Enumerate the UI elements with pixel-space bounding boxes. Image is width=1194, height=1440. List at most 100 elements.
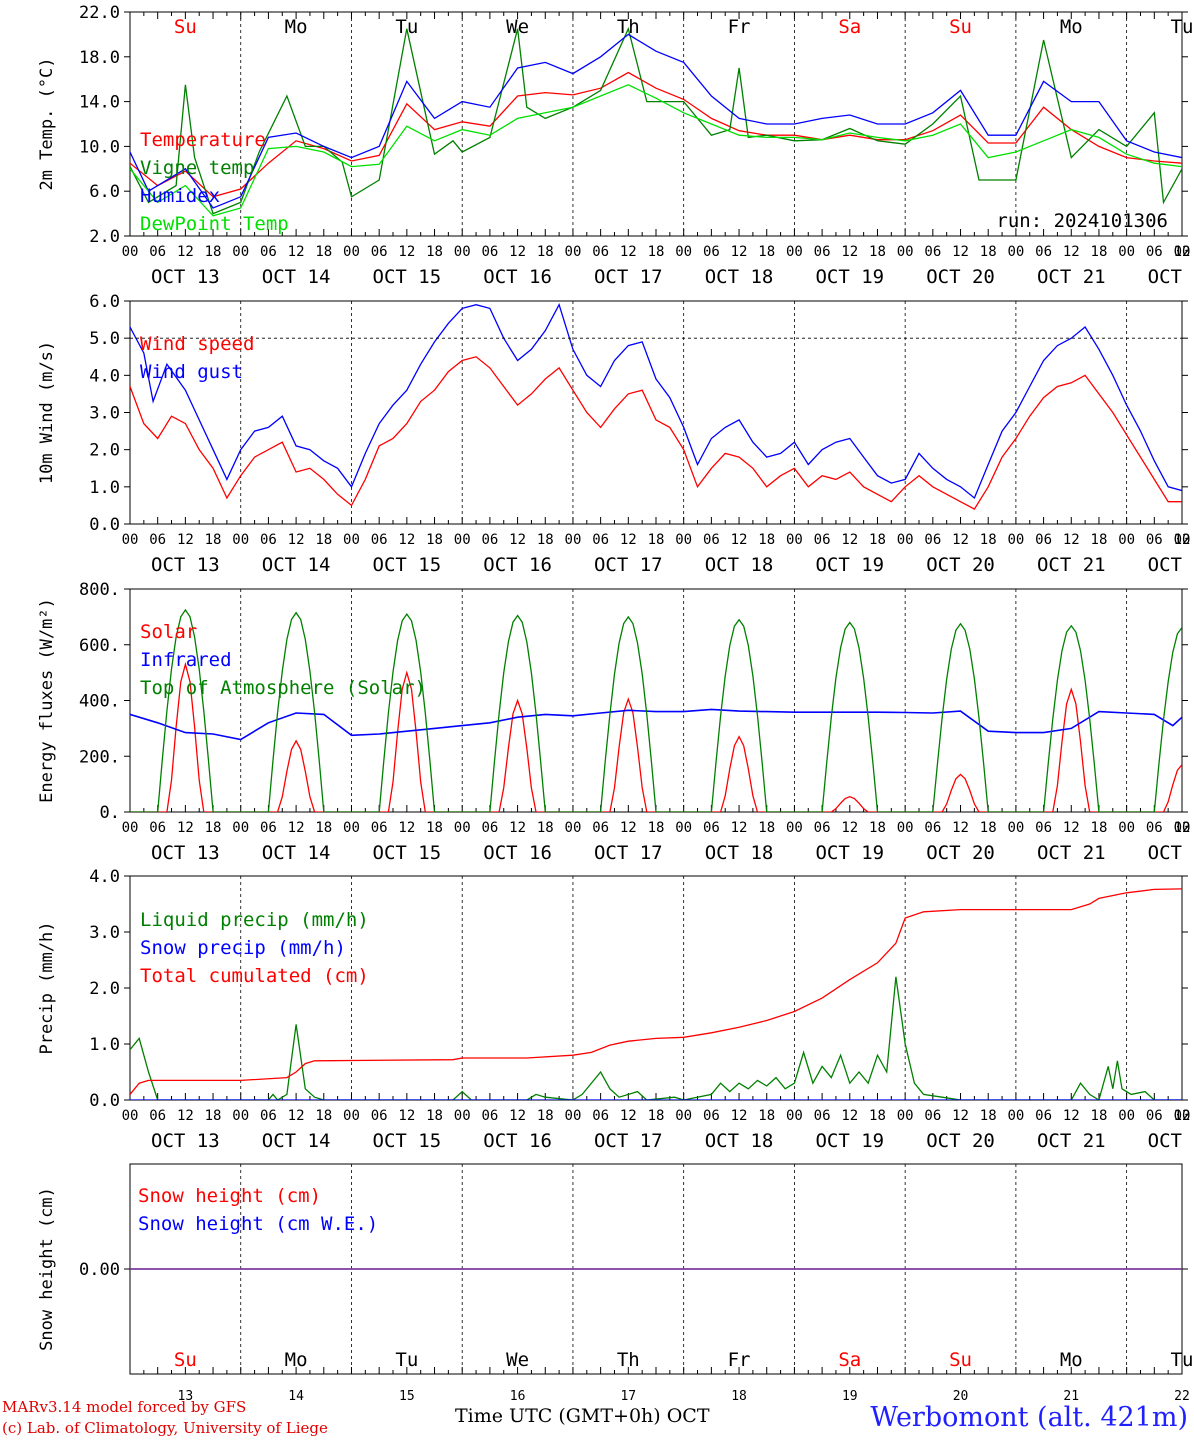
y-tick-label: 2.0	[89, 227, 120, 247]
y-tick-label: 4.0	[89, 867, 120, 887]
date-label: OCT 19	[815, 554, 884, 576]
legend-entry: Snow height (cm)	[138, 1185, 321, 1207]
hour-tick-label: 00	[565, 820, 582, 836]
hour-tick-label: 00	[675, 532, 692, 548]
hour-tick-label: 06	[481, 244, 498, 260]
hour-tick-label: 18	[980, 1108, 997, 1124]
y-tick-label: 0.0	[89, 1091, 120, 1111]
hour-tick-label: 12	[731, 244, 748, 260]
hour-tick-label: 06	[481, 1108, 498, 1124]
date-label: OCT 16	[483, 266, 552, 288]
date-label: OCT 13	[151, 266, 220, 288]
hour-tick-label: 00	[454, 1108, 471, 1124]
hour-tick-label: 12	[620, 820, 637, 836]
hour-tick-label: 00	[897, 532, 914, 548]
y-tick-label: 14.0	[79, 93, 120, 113]
y-tick-label: 200.	[79, 747, 120, 767]
date-label: OCT 15	[373, 1130, 442, 1152]
day-name-bottom: Mo	[285, 1349, 308, 1371]
date-label: OCT 20	[926, 842, 995, 864]
hour-tick-label: 12	[952, 820, 969, 836]
day-number-label: 22	[1174, 1389, 1190, 1404]
hour-tick-label: 18	[1091, 532, 1108, 548]
day-number-label: 15	[399, 1389, 415, 1404]
hour-tick-label: 00	[786, 820, 803, 836]
day-name-bottom: Mo	[1060, 1349, 1083, 1371]
y-tick-label: 0.	[100, 803, 120, 823]
hour-tick-label: 00	[1007, 244, 1024, 260]
date-label: OCT 22	[1148, 842, 1194, 864]
station-label: Werbomont (alt. 421m)	[870, 1402, 1188, 1433]
hour-tick-label: 00	[343, 1108, 360, 1124]
hour-tick-label: 00	[565, 532, 582, 548]
y-tick-label: 0.00	[79, 1260, 120, 1280]
date-label: OCT 22	[1148, 554, 1194, 576]
series-line-humidex	[130, 33, 1182, 209]
hour-tick-label: 06	[924, 820, 941, 836]
hour-tick-label: 12	[398, 820, 415, 836]
y-axis-title: Snow height (cm)	[37, 1187, 57, 1351]
legend-entry: DewPoint Temp	[140, 213, 289, 235]
hour-tick-label: 12	[841, 532, 858, 548]
hour-tick-label: 12	[177, 820, 194, 836]
hour-tick-label: 18	[205, 820, 222, 836]
day-name-top: Mo	[285, 16, 308, 38]
hour-tick-label: 12	[1063, 532, 1080, 548]
day-name-top: We	[506, 16, 529, 38]
y-tick-label: 600.	[79, 636, 120, 656]
date-label: OCT 14	[262, 266, 331, 288]
series-line-wind-gust	[130, 303, 1182, 500]
hour-tick-label: 18	[758, 820, 775, 836]
date-label: OCT 21	[1037, 554, 1106, 576]
date-label: OCT 20	[926, 1130, 995, 1152]
hour-tick-label: 12	[731, 820, 748, 836]
hour-tick-label: 06	[260, 820, 277, 836]
day-name-top: Th	[617, 16, 640, 38]
legend-entry: Snow height (cm W.E.)	[138, 1213, 378, 1235]
hour-tick-label: 00	[232, 1108, 249, 1124]
hour-tick-label: 00	[1174, 244, 1191, 260]
date-label: OCT 19	[815, 1130, 884, 1152]
hour-tick-label: 06	[924, 1108, 941, 1124]
hour-tick-label: 12	[509, 532, 526, 548]
hour-tick-label: 06	[149, 1108, 166, 1124]
date-label: OCT 15	[373, 842, 442, 864]
date-label: OCT 20	[926, 554, 995, 576]
hour-tick-label: 12	[288, 820, 305, 836]
y-tick-label: 2.0	[89, 979, 120, 999]
hour-tick-label: 12	[731, 1108, 748, 1124]
hour-tick-label: 00	[343, 532, 360, 548]
hour-tick-label: 06	[481, 820, 498, 836]
date-label: OCT 17	[594, 266, 663, 288]
hour-tick-label: 06	[149, 532, 166, 548]
series-line-total-cumulated-cm-	[130, 888, 1182, 1095]
date-label: OCT 17	[594, 1130, 663, 1152]
day-name-bottom: Su	[949, 1349, 972, 1371]
date-label: OCT 16	[483, 842, 552, 864]
lab-credit: (c) Lab. of Climatology, University of L…	[2, 1419, 328, 1437]
hour-tick-label: 18	[205, 532, 222, 548]
day-name-top: Tu	[395, 16, 418, 38]
date-label: OCT 14	[262, 554, 331, 576]
hour-tick-label: 00	[786, 532, 803, 548]
hour-tick-label: 06	[814, 820, 831, 836]
hour-tick-label: 00	[1174, 820, 1191, 836]
hour-tick-label: 00	[122, 1108, 139, 1124]
series-line-solar	[130, 661, 1182, 812]
hour-tick-label: 06	[703, 532, 720, 548]
hour-tick-label: 00	[897, 244, 914, 260]
day-number-label: 18	[731, 1389, 747, 1404]
hour-tick-label: 00	[343, 244, 360, 260]
date-label: OCT 22	[1148, 1130, 1194, 1152]
hour-tick-label: 06	[924, 532, 941, 548]
hour-tick-label: 00	[122, 532, 139, 548]
hour-tick-label: 06	[1035, 244, 1052, 260]
hour-tick-label: 06	[924, 244, 941, 260]
y-tick-label: 1.0	[89, 1035, 120, 1055]
y-tick-label: 3.0	[89, 923, 120, 943]
y-tick-label: 6.0	[89, 182, 120, 202]
hour-tick-label: 00	[1118, 244, 1135, 260]
hour-tick-label: 12	[288, 1108, 305, 1124]
hour-tick-label: 18	[980, 532, 997, 548]
date-label: OCT 22	[1148, 266, 1194, 288]
